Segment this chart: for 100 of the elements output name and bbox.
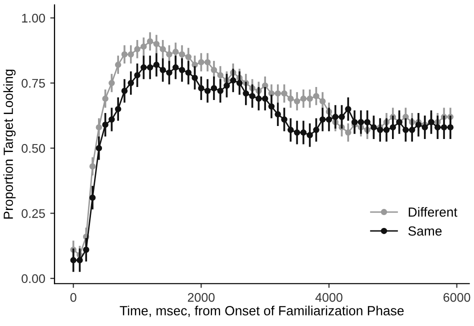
- point: [281, 116, 288, 123]
- point: [338, 114, 345, 120]
- point: [332, 114, 338, 120]
- point: [160, 66, 166, 74]
- point: [319, 116, 326, 123]
- point: [383, 126, 390, 134]
- point: [153, 62, 160, 68]
- point: [166, 51, 172, 58]
- point: [102, 96, 108, 102]
- point: [242, 90, 250, 97]
- point: [402, 126, 409, 134]
- point: [185, 69, 192, 76]
- point: [236, 80, 243, 86]
- point: [146, 64, 154, 71]
- point: [178, 51, 186, 58]
- point: [319, 98, 326, 104]
- point: [83, 246, 90, 253]
- point: [96, 124, 102, 130]
- point: [300, 96, 307, 102]
- point: [313, 126, 320, 134]
- point: [268, 90, 275, 97]
- point: [326, 116, 332, 123]
- point: [288, 96, 294, 102]
- point: [281, 90, 288, 97]
- point: [121, 51, 128, 58]
- point: [204, 88, 211, 94]
- point: [146, 38, 154, 44]
- x-tick-label: 4000: [315, 292, 342, 302]
- point: [140, 64, 147, 71]
- x-tick-label: 0: [70, 292, 76, 302]
- point: [262, 96, 268, 102]
- point: [345, 106, 352, 112]
- point: [364, 118, 370, 126]
- x-tick-label: 6000: [444, 292, 470, 302]
- point: [274, 90, 281, 97]
- point: [434, 124, 441, 130]
- point: [300, 129, 307, 136]
- point: [224, 82, 230, 89]
- point: [102, 122, 108, 128]
- point: [274, 111, 281, 118]
- point: [262, 82, 268, 89]
- point: [134, 46, 140, 52]
- point: [256, 96, 262, 102]
- point: [408, 126, 416, 134]
- point: [306, 132, 313, 138]
- point: [217, 88, 224, 94]
- point: [351, 118, 358, 126]
- point: [172, 64, 179, 71]
- point: [210, 85, 218, 92]
- point: [306, 96, 313, 102]
- point: [198, 59, 204, 66]
- point: [121, 88, 128, 94]
- legend-label: Same: [408, 226, 442, 236]
- point: [114, 106, 122, 112]
- point: [70, 257, 76, 264]
- point: [96, 145, 102, 152]
- point: [358, 118, 364, 126]
- y-tick-label: 1.00: [22, 14, 45, 23]
- point: [230, 77, 236, 84]
- point: [89, 194, 96, 201]
- point: [172, 48, 179, 55]
- point: [108, 116, 115, 123]
- x-axis-title: Time, msec, from Onset of Familiarization Phase: [120, 306, 404, 317]
- point: [114, 62, 122, 68]
- point: [89, 163, 96, 170]
- point: [140, 43, 147, 50]
- point: [376, 126, 384, 134]
- point: [185, 54, 192, 60]
- point: [217, 72, 224, 78]
- point: [178, 66, 186, 74]
- point: [128, 51, 134, 58]
- point: [447, 124, 454, 130]
- x-tick-label: 2000: [188, 292, 215, 302]
- point: [210, 66, 218, 74]
- point: [390, 124, 396, 130]
- legend-label: Different: [408, 207, 458, 217]
- point: [153, 40, 160, 48]
- point: [313, 92, 320, 100]
- y-axis-title: Proportion Target Looking: [3, 70, 16, 219]
- point: [249, 92, 256, 100]
- point: [294, 98, 300, 104]
- y-tick-label: 0.50: [22, 144, 45, 153]
- point: [415, 122, 422, 128]
- point: [76, 257, 83, 264]
- point: [108, 80, 115, 86]
- point: [198, 85, 204, 92]
- point: [166, 69, 172, 76]
- y-tick-label: 0.75: [22, 78, 45, 88]
- point: [268, 103, 275, 110]
- point: [160, 46, 166, 52]
- y-tick-label: 0.00: [22, 274, 45, 284]
- point: [204, 59, 211, 66]
- point: [440, 124, 448, 130]
- y-tick-label: 0.25: [22, 209, 45, 218]
- point: [192, 74, 198, 81]
- point: [134, 72, 140, 78]
- point: [345, 129, 352, 136]
- point: [128, 80, 134, 86]
- point: [422, 124, 428, 130]
- point: [288, 126, 294, 134]
